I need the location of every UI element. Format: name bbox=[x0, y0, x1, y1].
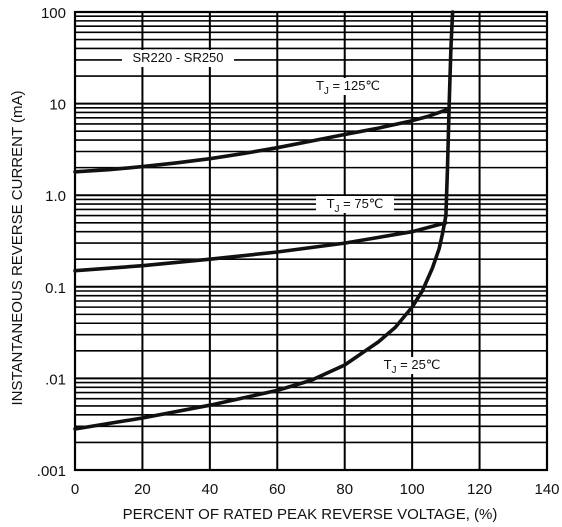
y-tick-label: 10 bbox=[49, 97, 66, 114]
tick-labels: 0 20 40 60 80 100 120 140 .001 .01 0.1 1.0 10 100 bbox=[37, 5, 560, 498]
annotation-background bbox=[373, 357, 451, 374]
annotations: SR220 - SR250 TJ = 125℃ TJ = 75℃ TJ = 25℃ bbox=[122, 50, 451, 376]
x-tick-label: 40 bbox=[202, 481, 219, 498]
y-tick-label: 100 bbox=[41, 5, 66, 22]
x-tick-label: 0 bbox=[71, 481, 79, 498]
x-tick-label: 80 bbox=[336, 481, 353, 498]
grid bbox=[73, 10, 549, 472]
temperature-label: TJ = 125℃ bbox=[316, 78, 380, 97]
annotation-background bbox=[307, 78, 389, 95]
x-tick-label: 100 bbox=[400, 481, 425, 498]
annotation-background bbox=[316, 196, 394, 213]
series-line-125c bbox=[73, 108, 448, 174]
x-tick-label: 20 bbox=[134, 481, 151, 498]
y-tick-label: 0.1 bbox=[45, 280, 66, 297]
plot-frame bbox=[73, 10, 549, 472]
temperature-label: TJ = 75℃ bbox=[327, 196, 384, 215]
y-tick-label: .01 bbox=[45, 371, 66, 388]
series-line-75c bbox=[73, 221, 448, 273]
annotation-background bbox=[122, 50, 234, 67]
y-tick-label: .001 bbox=[37, 463, 66, 480]
y-axis-title: INSTANTANEOUS REVERSE CURRENT (mA) bbox=[9, 90, 26, 405]
device-range-label: SR220 - SR250 bbox=[132, 50, 223, 65]
x-tick-label: 60 bbox=[269, 481, 286, 498]
x-tick-label: 140 bbox=[534, 481, 559, 498]
series-group bbox=[73, 10, 455, 431]
x-tick-label: 120 bbox=[467, 481, 492, 498]
x-axis-title: PERCENT OF RATED PEAK REVERSE VOLTAGE, (… bbox=[123, 506, 498, 523]
y-tick-label: 1.0 bbox=[45, 188, 66, 205]
series-line-25c bbox=[73, 10, 455, 431]
temperature-label: TJ = 25℃ bbox=[384, 357, 441, 376]
